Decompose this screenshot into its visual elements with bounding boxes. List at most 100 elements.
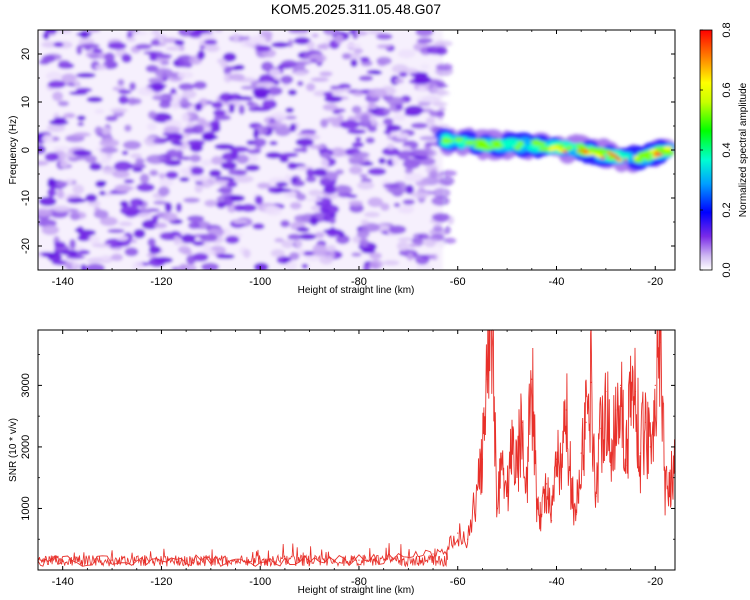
snr-point bbox=[610, 464, 612, 466]
snr-point bbox=[634, 390, 637, 393]
spectrogram-noise-region bbox=[38, 30, 457, 270]
noise-blob bbox=[306, 197, 323, 203]
noise-blob bbox=[311, 33, 319, 38]
noise-blob bbox=[164, 201, 173, 213]
noise-blob bbox=[240, 85, 257, 90]
signal-blob bbox=[593, 152, 600, 157]
snr-x-axis-label: Height of straight line (km) bbox=[298, 585, 415, 596]
noise-blob bbox=[383, 183, 401, 189]
noise-blob bbox=[203, 134, 219, 140]
noise-blob bbox=[106, 62, 118, 68]
noise-blob bbox=[146, 122, 157, 131]
noise-blob bbox=[201, 181, 212, 189]
noise-blob bbox=[99, 158, 111, 165]
noise-blob bbox=[293, 147, 308, 153]
noise-blob bbox=[417, 148, 438, 158]
noise-blob bbox=[376, 44, 392, 49]
noise-blob bbox=[348, 160, 366, 165]
signal-blob bbox=[611, 154, 619, 158]
noise-blob bbox=[163, 126, 181, 134]
noise-blob bbox=[381, 147, 400, 157]
noise-blob bbox=[283, 190, 297, 199]
noise-blob bbox=[132, 167, 143, 173]
noise-blob bbox=[86, 257, 103, 264]
noise-blob bbox=[437, 88, 446, 97]
noise-blob bbox=[91, 243, 112, 248]
noise-blob bbox=[41, 41, 58, 48]
noise-blob bbox=[284, 173, 292, 184]
noise-blob bbox=[204, 44, 220, 53]
noise-blob bbox=[359, 56, 370, 63]
snr-point bbox=[447, 547, 449, 550]
snr-point bbox=[620, 384, 622, 386]
noise-blob bbox=[346, 43, 362, 49]
noise-blob bbox=[304, 256, 322, 262]
noise-blob bbox=[319, 204, 340, 215]
noise-blob bbox=[211, 101, 224, 109]
noise-blob bbox=[280, 219, 291, 228]
snr-data-points bbox=[37, 329, 676, 562]
noise-blob bbox=[235, 154, 249, 165]
noise-blob bbox=[329, 226, 336, 235]
noise-blob bbox=[411, 191, 430, 199]
noise-blob bbox=[330, 147, 346, 158]
noise-blob bbox=[107, 228, 125, 234]
snr-point bbox=[644, 421, 646, 423]
spectrogram-y-axis-label: Frequency (Hz) bbox=[8, 116, 19, 185]
noise-blob bbox=[135, 43, 152, 50]
noise-blob bbox=[350, 58, 358, 68]
noise-blob bbox=[326, 244, 337, 253]
noise-blob bbox=[169, 132, 183, 140]
noise-blob bbox=[255, 45, 272, 52]
noise-blob bbox=[285, 260, 298, 270]
snr-point bbox=[605, 390, 607, 393]
noise-blob bbox=[287, 233, 302, 241]
noise-blob bbox=[62, 112, 76, 119]
snr-point bbox=[210, 560, 212, 562]
noise-blob bbox=[129, 163, 147, 170]
noise-blob bbox=[199, 45, 206, 50]
noise-blob bbox=[245, 164, 261, 172]
signal-blob bbox=[503, 142, 513, 149]
noise-blob bbox=[154, 33, 167, 41]
noise-blob bbox=[367, 88, 388, 98]
snr-point bbox=[511, 440, 513, 442]
colorbar-label: Normalized spectral amplitude bbox=[738, 82, 749, 217]
noise-blob bbox=[165, 148, 184, 159]
noise-blob bbox=[355, 136, 362, 142]
noise-blob bbox=[148, 52, 158, 62]
noise-blob bbox=[204, 199, 218, 207]
signal-blob bbox=[454, 137, 464, 143]
noise-blob bbox=[110, 253, 124, 262]
spectrogram-x-axis: -140 -120 -100 -80 -60 -40 -20 bbox=[37, 30, 663, 288]
snr-point bbox=[521, 421, 523, 423]
colorbar: 0.0 0.2 0.4 0.6 0.8 Normalized spectral ampl… bbox=[699, 22, 749, 278]
noise-blob bbox=[310, 77, 329, 82]
noise-blob bbox=[47, 80, 66, 89]
noise-blob bbox=[289, 123, 297, 133]
snr-point bbox=[659, 341, 661, 343]
noise-blob bbox=[253, 138, 267, 147]
noise-blob bbox=[222, 52, 237, 62]
noise-blob bbox=[153, 137, 168, 145]
noise-blob bbox=[265, 151, 283, 159]
noise-blob bbox=[367, 197, 384, 208]
noise-blob bbox=[86, 96, 103, 103]
noise-blob bbox=[314, 231, 325, 239]
spectrogram-x-tick-label: -60 bbox=[450, 276, 466, 288]
noise-blob bbox=[122, 140, 142, 150]
noise-blob bbox=[117, 78, 125, 86]
noise-blob bbox=[287, 38, 294, 48]
snr-y-tick-label: 2000 bbox=[20, 435, 32, 459]
signal-blob bbox=[633, 158, 644, 164]
snr-x-tick-label: -20 bbox=[647, 576, 663, 588]
noise-blob bbox=[57, 59, 71, 68]
noise-blob bbox=[110, 107, 129, 114]
noise-blob bbox=[46, 123, 66, 133]
noise-blob bbox=[428, 110, 445, 118]
noise-blob bbox=[199, 233, 218, 242]
noise-blob bbox=[220, 161, 237, 170]
noise-blob bbox=[268, 68, 281, 77]
noise-blob bbox=[417, 37, 433, 43]
